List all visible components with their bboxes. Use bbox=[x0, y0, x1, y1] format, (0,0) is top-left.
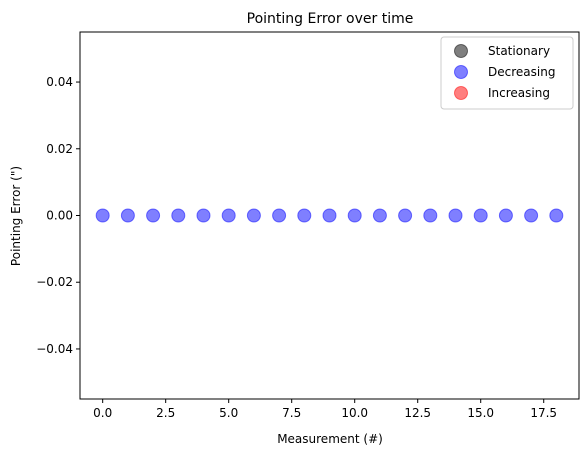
data-point-decreasing bbox=[423, 208, 438, 223]
data-point-decreasing bbox=[246, 208, 261, 223]
data-point-decreasing bbox=[347, 208, 362, 223]
data-point-decreasing bbox=[120, 208, 135, 223]
chart-title: Pointing Error over time bbox=[247, 11, 414, 27]
x-tick-label: 0.0 bbox=[93, 406, 112, 420]
y-tick-label: −0.02 bbox=[36, 275, 73, 289]
x-tick-label: 17.5 bbox=[530, 406, 557, 420]
legend: Stationary Decreasing Increasing bbox=[440, 36, 574, 110]
data-point-decreasing bbox=[473, 208, 488, 223]
x-tick-label: 12.5 bbox=[404, 406, 431, 420]
x-tick-label: 2.5 bbox=[156, 406, 175, 420]
data-point-decreasing bbox=[171, 208, 186, 223]
legend-marker-stationary bbox=[454, 44, 468, 58]
data-point-decreasing bbox=[297, 208, 312, 223]
data-point-decreasing bbox=[524, 208, 539, 223]
legend-label-stationary: Stationary bbox=[488, 44, 550, 58]
data-point-decreasing bbox=[448, 208, 463, 223]
x-tick-label: 7.5 bbox=[282, 406, 301, 420]
scatter-points bbox=[95, 208, 564, 223]
data-point-decreasing bbox=[95, 208, 110, 223]
x-axis-ticks: 0.0 2.5 5.0 7.5 10.0 12.5 15.0 17.5 bbox=[93, 399, 557, 420]
legend-marker-decreasing bbox=[454, 65, 468, 79]
data-point-decreasing bbox=[372, 208, 387, 223]
data-point-decreasing bbox=[272, 208, 287, 223]
y-tick-label: 0.02 bbox=[46, 142, 73, 156]
data-point-decreasing bbox=[322, 208, 337, 223]
y-axis-ticks: −0.04 −0.02 0.00 0.02 0.04 bbox=[36, 75, 80, 356]
plot-frame bbox=[79, 31, 580, 400]
x-axis-label: Measurement (#) bbox=[277, 432, 383, 446]
data-point-decreasing bbox=[398, 208, 413, 223]
data-point-decreasing bbox=[196, 208, 211, 223]
x-tick-label: 10.0 bbox=[341, 406, 368, 420]
data-point-decreasing bbox=[221, 208, 236, 223]
x-tick-label: 5.0 bbox=[219, 406, 238, 420]
legend-label-decreasing: Decreasing bbox=[488, 65, 555, 79]
y-axis-label: Pointing Error (") bbox=[9, 166, 23, 266]
data-point-decreasing bbox=[498, 208, 513, 223]
data-point-decreasing bbox=[549, 208, 564, 223]
y-tick-label: 0.04 bbox=[46, 75, 73, 89]
y-tick-label: −0.04 bbox=[36, 342, 73, 356]
data-point-decreasing bbox=[146, 208, 161, 223]
y-tick-label: 0.00 bbox=[46, 209, 73, 223]
legend-marker-increasing bbox=[454, 86, 468, 100]
legend-label-increasing: Increasing bbox=[488, 86, 550, 100]
x-tick-label: 15.0 bbox=[467, 406, 494, 420]
legend-box bbox=[440, 36, 574, 110]
